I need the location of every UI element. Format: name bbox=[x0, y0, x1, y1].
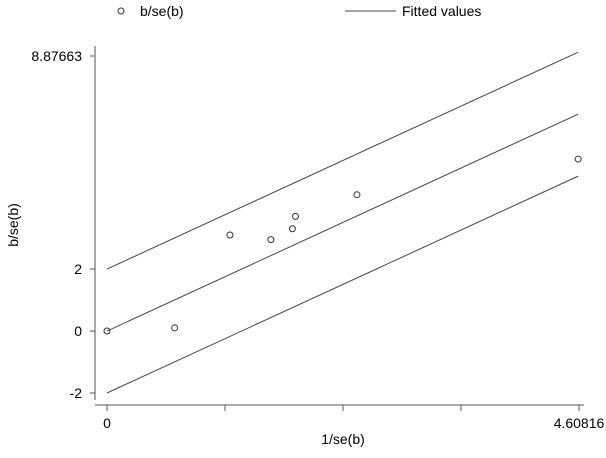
data-point bbox=[267, 236, 275, 244]
legend-marker-circle bbox=[117, 7, 125, 15]
y-ticks: -2 0 2 8.87663 bbox=[31, 48, 95, 401]
y-axis-label: b/se(b) bbox=[5, 203, 21, 247]
x-tick-label: 0 bbox=[103, 415, 111, 431]
x-ticks: 0 4.60816 bbox=[103, 405, 605, 431]
legend-label-fitted: Fitted values bbox=[402, 3, 481, 19]
data-point bbox=[574, 155, 582, 163]
x-tick-label: 4.60816 bbox=[554, 415, 605, 431]
legend: b/se(b) Fitted values bbox=[117, 3, 481, 19]
plot-points bbox=[103, 155, 582, 335]
data-point bbox=[353, 191, 361, 199]
legend-label-points: b/se(b) bbox=[140, 3, 184, 19]
plot-lines bbox=[106, 51, 579, 394]
data-point bbox=[291, 212, 299, 220]
data-point bbox=[171, 324, 179, 332]
fitted-values-line bbox=[106, 113, 579, 332]
x-axis-label: 1/se(b) bbox=[321, 431, 365, 447]
y-tick-label: 0 bbox=[74, 323, 82, 339]
confidence-line bbox=[106, 175, 579, 394]
y-tick-label: 2 bbox=[74, 261, 82, 277]
y-tick-label: 8.87663 bbox=[31, 48, 82, 64]
data-point bbox=[226, 231, 234, 239]
y-tick-label: -2 bbox=[70, 385, 83, 401]
data-point bbox=[288, 225, 296, 233]
confidence-line bbox=[106, 51, 579, 270]
data-point bbox=[103, 327, 111, 335]
